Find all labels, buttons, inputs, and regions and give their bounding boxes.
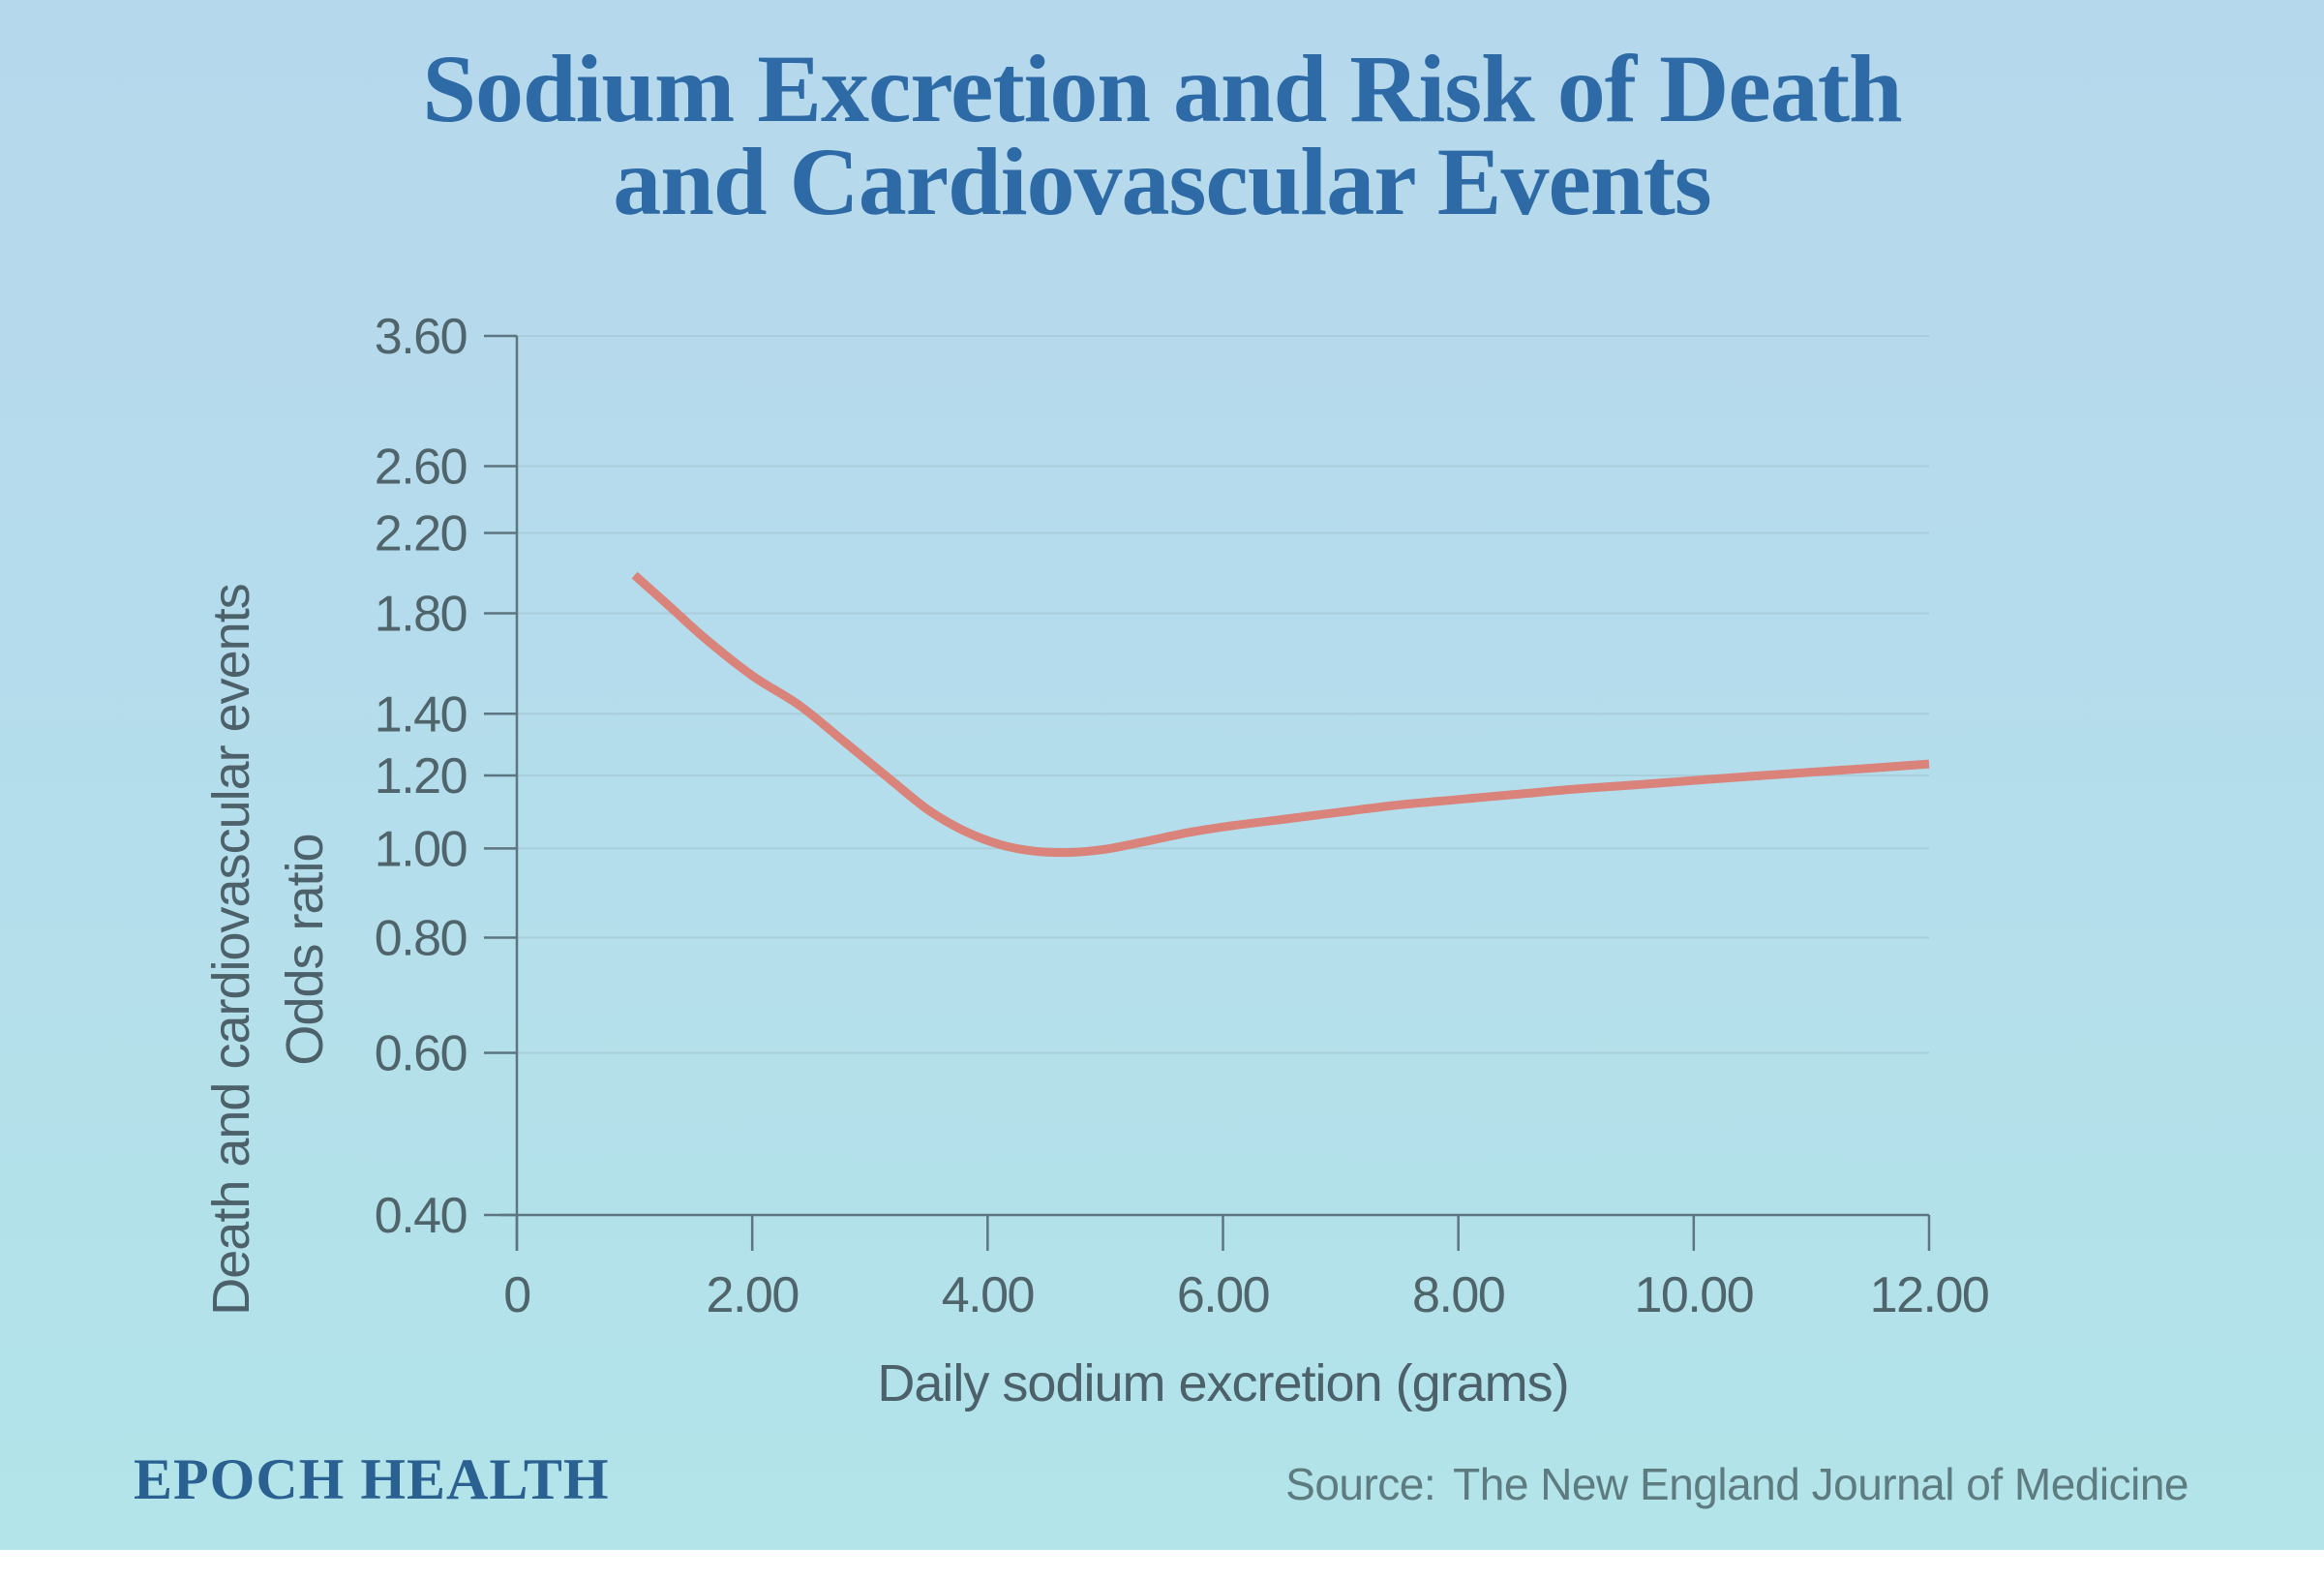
y-axis-title: Death and cardiovascular events Odds rat… — [195, 320, 342, 1579]
odds-ratio-curve — [631, 571, 1930, 858]
x-tick-label: 12.00 — [1870, 1267, 1989, 1323]
y-tick-label: 1.00 — [375, 821, 467, 877]
y-tick-label: 2.60 — [375, 439, 467, 495]
y-tick-label: 0.60 — [375, 1025, 467, 1081]
chart-title-line2: and Cardiovascular Events — [613, 128, 1711, 235]
x-tick-label: 8.00 — [1412, 1267, 1504, 1323]
x-tick-label: 4.00 — [942, 1267, 1034, 1323]
x-tick-label: 10.00 — [1635, 1267, 1754, 1323]
y-tick-label: 0.40 — [375, 1188, 467, 1244]
source-label: Source: — [1285, 1459, 1436, 1509]
x-tick-label: 2.00 — [707, 1267, 799, 1323]
y-axis-title-line2: Odds ratio — [276, 834, 334, 1066]
x-tick-label: 6.00 — [1177, 1267, 1269, 1323]
x-tick-label: 0 — [503, 1267, 529, 1323]
y-tick-label: 1.80 — [375, 586, 467, 642]
x-axis-title: Daily sodium excretion (grams) — [877, 1354, 1569, 1412]
y-tick-label: 0.80 — [375, 911, 467, 967]
source-text: The New England Journal of Medicine — [1453, 1459, 2188, 1509]
source-attribution: Source: The New England Journal of Medic… — [1285, 1458, 2188, 1510]
chart-title: Sodium Excretion and Risk of Death and C… — [0, 35, 2324, 235]
y-tick-label: 1.40 — [375, 686, 467, 743]
y-tick-label: 3.60 — [375, 309, 467, 365]
y-tick-label: 1.20 — [375, 748, 467, 805]
y-axis-title-line1: Death and cardiovascular events — [202, 584, 260, 1316]
brand-logo: EPOCH HEALTH — [134, 1447, 610, 1511]
chart-title-line1: Sodium Excretion and Risk of Death — [422, 35, 1902, 142]
y-tick-label: 2.20 — [375, 506, 467, 562]
